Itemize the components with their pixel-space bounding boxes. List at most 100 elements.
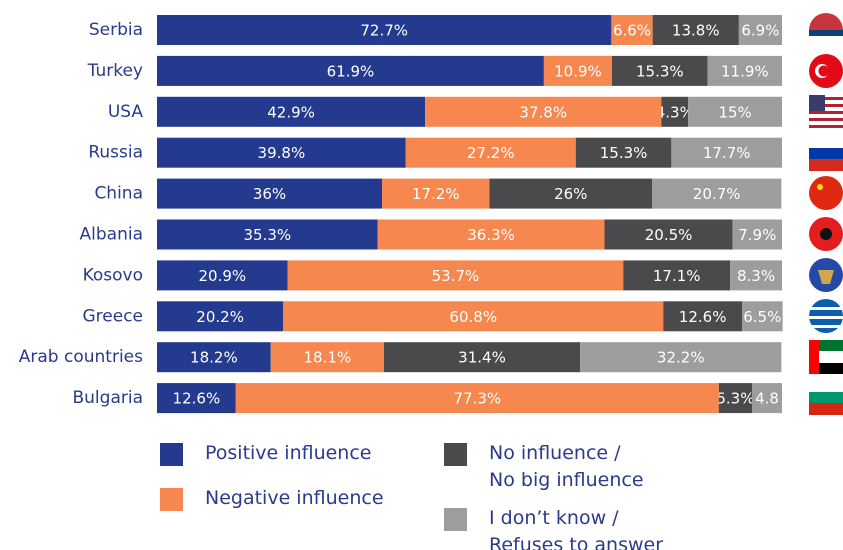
data-label: 20.9%	[198, 267, 246, 285]
bar-segment	[157, 383, 236, 414]
bar-segment	[157, 15, 612, 45]
plot: Serbia 72.7% 6.6% 13.8% 6.9% Turkey 61.9% 10.9%…	[19, 13, 843, 415]
bar-segment	[575, 137, 672, 168]
bar-segment	[732, 219, 782, 250]
category-label: USA	[108, 102, 144, 122]
data-label: 5.3%	[716, 390, 754, 408]
data-label: 27.2%	[467, 144, 515, 162]
bar-segment	[405, 137, 576, 168]
bar-segment	[425, 96, 662, 127]
data-label: 20.7%	[693, 185, 741, 203]
data-label: 17.2%	[412, 185, 460, 203]
category-label: Kosovo	[83, 265, 143, 285]
legend-swatch	[444, 443, 467, 466]
data-label: 15.3%	[636, 62, 684, 80]
category-label: Serbia	[89, 20, 143, 40]
data-label: 10.9%	[554, 62, 602, 80]
data-label: 20.2%	[196, 308, 244, 326]
data-label: 31.4%	[458, 349, 506, 367]
legend-label: Negative influence	[205, 487, 384, 509]
legend-item: Positive influence	[160, 442, 371, 467]
bar-segment	[383, 342, 581, 373]
bar-segment	[157, 219, 378, 250]
legend-label: No influence / No big influence	[489, 442, 644, 491]
data-label: 15.3%	[600, 144, 648, 162]
data-label: 4.8	[755, 390, 779, 408]
bar-segment	[157, 96, 426, 127]
bar-segment	[661, 96, 689, 127]
legend-item: Negative influence	[160, 487, 384, 512]
bar-segment	[157, 178, 382, 209]
legend-item: No influence / No big influence	[444, 442, 644, 494]
data-label: 6.5%	[743, 308, 781, 326]
bar-segment	[377, 219, 605, 250]
data-label: 17.7%	[703, 144, 751, 162]
category-label: Russia	[88, 143, 143, 163]
data-label: 11.9%	[721, 62, 769, 80]
bar-segment	[611, 15, 653, 45]
data-label: 6.6%	[613, 22, 651, 40]
category-label: Bulgaria	[73, 388, 144, 408]
bar-segment	[718, 383, 752, 414]
legend-swatch	[160, 443, 183, 466]
bar-segment	[382, 178, 490, 209]
data-label: 72.7%	[360, 22, 408, 40]
bar-segment	[157, 301, 284, 332]
data-label: 18.2%	[190, 349, 238, 367]
legend-swatch	[160, 488, 183, 511]
flag	[809, 176, 843, 210]
category-label: Greece	[82, 306, 143, 326]
data-label: 26%	[554, 185, 587, 203]
data-label: 77.3%	[453, 390, 501, 408]
data-label: 32.2%	[657, 349, 705, 367]
data-label: 7.9%	[738, 226, 776, 244]
data-label: 53.7%	[432, 267, 480, 285]
data-label: 35.3%	[243, 226, 291, 244]
bar-segment	[543, 55, 612, 86]
category-label: Albania	[80, 225, 143, 245]
data-label: 39.8%	[258, 144, 306, 162]
bar-segment	[688, 96, 782, 127]
data-label: 12.6%	[679, 308, 727, 326]
bar-segment	[235, 383, 719, 414]
bar-segment	[489, 178, 652, 209]
flags	[809, 13, 843, 415]
category-label: Turkey	[87, 61, 143, 81]
bar-segment	[671, 137, 782, 168]
bar-segment	[612, 55, 708, 86]
data-label: 12.6%	[173, 390, 221, 408]
data-label: 6.9%	[741, 22, 779, 40]
data-label: 36%	[253, 185, 286, 203]
bar-segment	[287, 260, 624, 291]
data-label: 60.8%	[449, 308, 497, 326]
bar-segment	[623, 260, 731, 291]
bar-segment	[283, 301, 664, 332]
data-label: 17.1%	[653, 267, 701, 285]
bar-segment	[157, 55, 544, 86]
data-label: 15%	[718, 103, 751, 121]
bar-segment	[652, 178, 782, 209]
category-label: China	[94, 184, 143, 204]
bar-segment	[742, 301, 783, 332]
bar-segment	[604, 219, 733, 250]
bar-segment	[707, 55, 782, 86]
bar-segment	[157, 260, 288, 291]
bar-segment	[663, 301, 742, 332]
bar-segment	[652, 15, 739, 45]
data-label: 4.3%	[656, 103, 694, 121]
bar-segment	[752, 383, 782, 414]
legend-item: I don’t know / Refuses to answer	[444, 507, 663, 550]
data-label: 36.3%	[467, 226, 515, 244]
data-label: 37.8%	[519, 103, 567, 121]
legend-swatch	[444, 508, 467, 531]
bar-segment	[738, 15, 782, 45]
category-label: Arab countries	[19, 347, 143, 367]
data-label: 20.5%	[645, 226, 693, 244]
bar-segment	[270, 342, 384, 373]
data-label: 18.1%	[303, 349, 351, 367]
data-label: 61.9%	[327, 62, 375, 80]
bar-segment	[157, 342, 271, 373]
data-label: 13.8%	[672, 22, 720, 40]
data-label: 42.9%	[267, 103, 315, 121]
bar-segment	[580, 342, 782, 373]
